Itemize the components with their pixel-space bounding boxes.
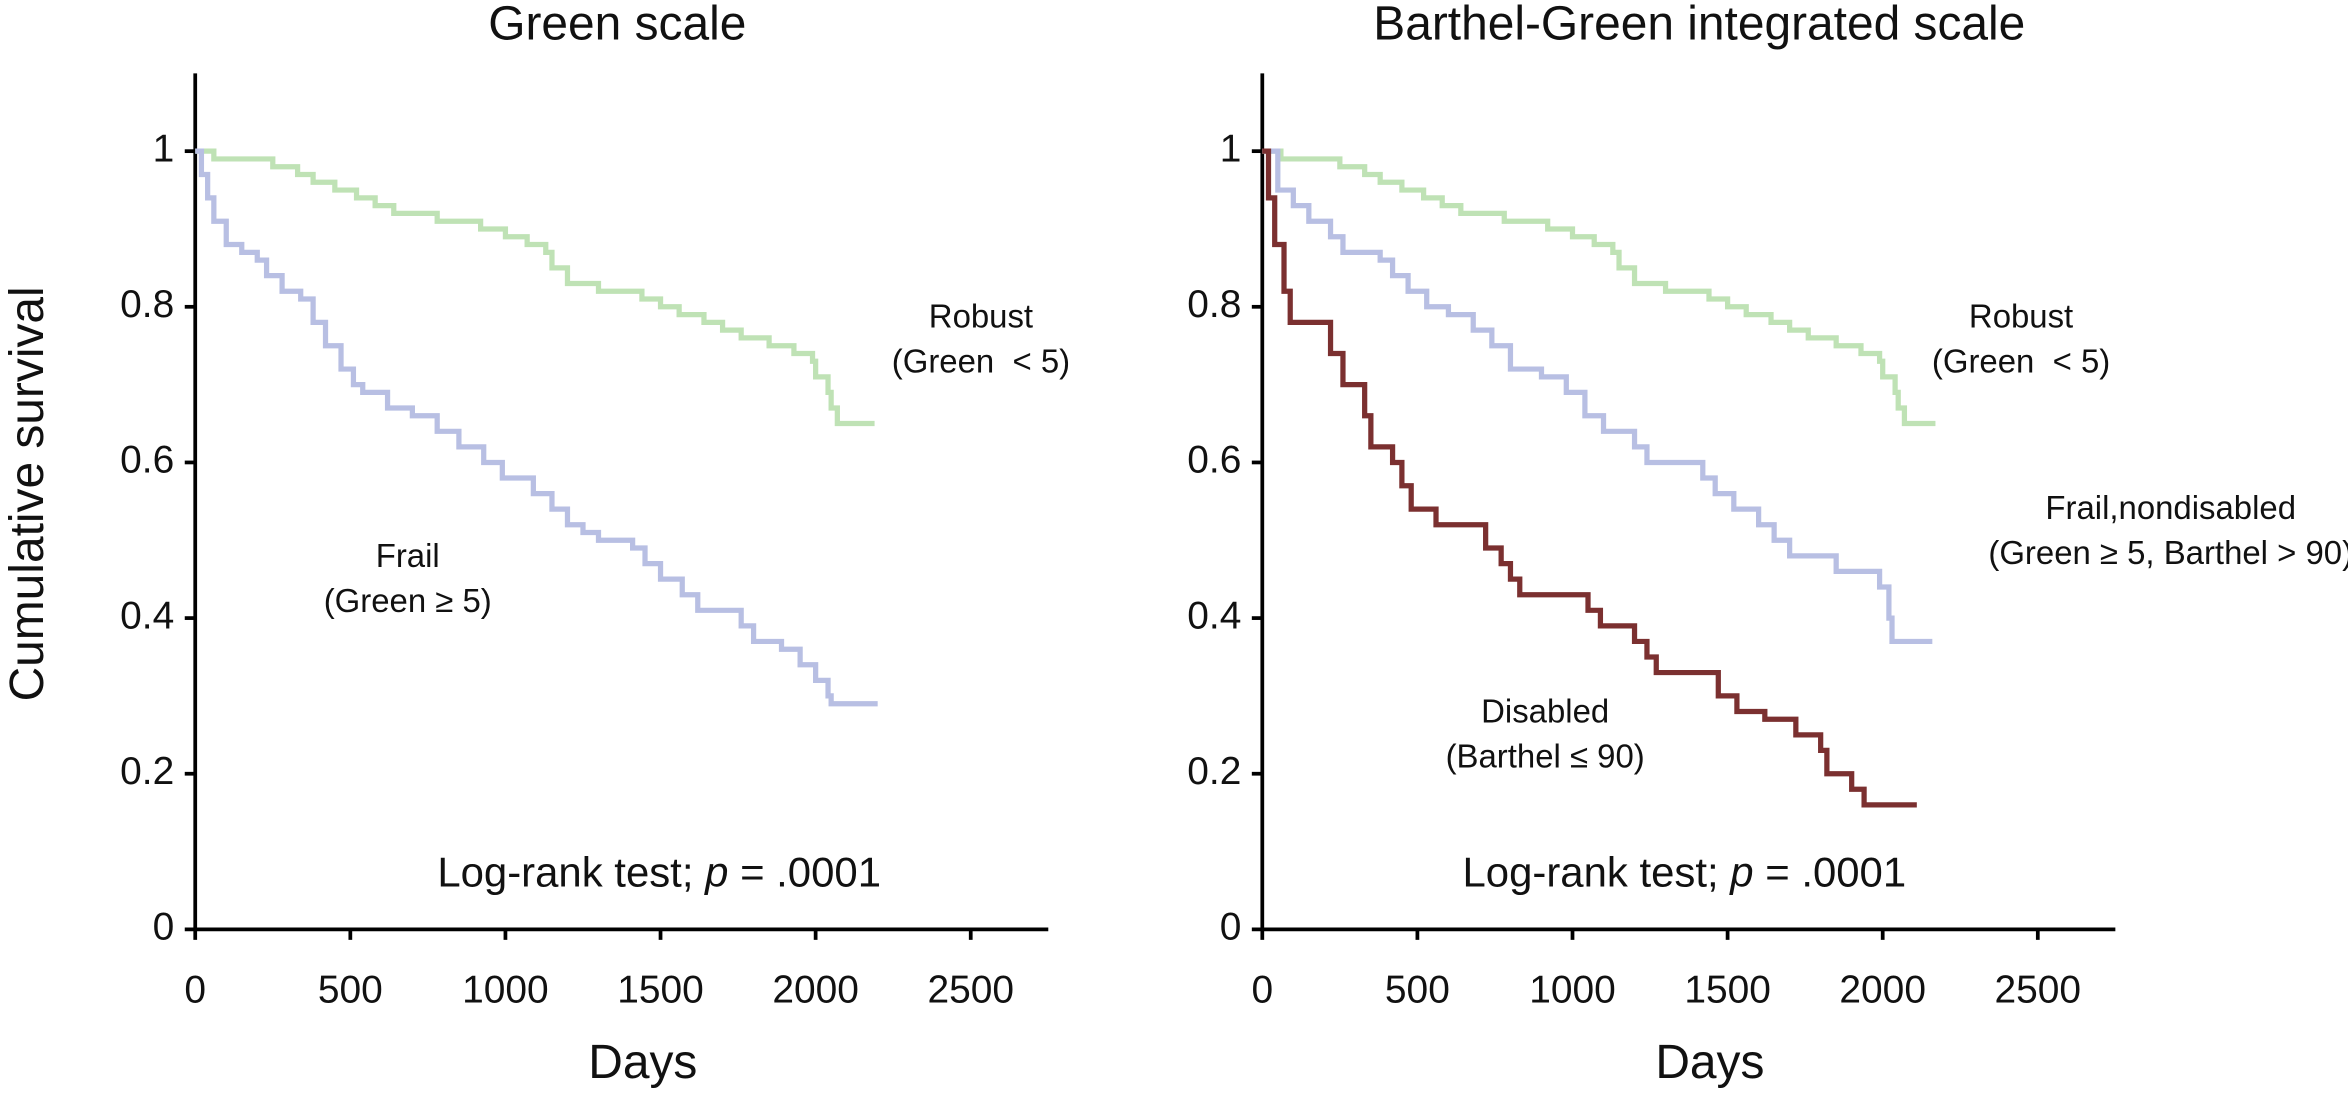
y-tick-label: 0.6 [120,439,174,482]
test-note-part: = .0001 [728,849,881,896]
x-axis-label: Days [1655,1036,1764,1089]
x-tick-label: 0 [1251,969,1273,1012]
test-note: Log-rank test; p = .0001 [437,849,881,896]
y-tick-label: 0.8 [120,283,174,326]
x-tick-label: 2000 [1839,969,1926,1012]
x-axis-label: Days [588,1036,697,1089]
series-sublabel: (Barthel ≤ 90) [1446,737,1645,774]
survival-curve [195,148,875,427]
series-label: Robust [929,297,1033,334]
x-tick-label: 0 [184,969,206,1012]
series-sublabel: (Green < 5) [1932,342,2110,379]
x-tick-label: 1500 [1684,969,1771,1012]
x-tick-label: 2000 [772,969,859,1012]
x-tick-label: 500 [318,969,383,1012]
y-axis-label: Cumulative survival [1,286,54,701]
x-tick-label: 2500 [927,969,1014,1012]
y-tick-label: 1 [1220,127,1242,170]
series-label: Frail,nondisabled [2045,489,2296,526]
survival-curve [1262,148,1936,427]
test-note-part: p [703,849,728,896]
series-label: Disabled [1481,693,1609,730]
series-sublabel: (Green ≥ 5, Barthel > 90) [1988,534,2348,571]
x-tick-label: 2500 [1995,969,2082,1012]
test-note-part: p [1728,849,1753,896]
test-note-part: Log-rank test; [437,849,705,896]
y-tick-label: 0 [153,906,175,949]
chart-title: Barthel-Green integrated scale [1373,0,2025,51]
y-tick-label: 0.2 [1187,750,1241,793]
x-tick-label: 1500 [617,969,704,1012]
y-tick-label: 0.4 [1187,594,1241,637]
series-sublabel: (Green < 5) [892,342,1070,379]
test-note: Log-rank test; p = .0001 [1463,849,1907,896]
series-sublabel: (Green ≥ 5) [324,582,492,619]
y-tick-label: 0 [1220,906,1242,949]
y-tick-label: 1 [153,127,175,170]
test-note-part: = .0001 [1754,849,1907,896]
y-tick-label: 0.8 [1187,283,1241,326]
series-label: Frail [376,537,440,574]
y-tick-label: 0.2 [120,750,174,793]
survival-curve [195,148,878,707]
survival-curve [1262,148,1933,645]
x-tick-label: 1000 [1529,969,1616,1012]
y-tick-label: 0.6 [1187,439,1241,482]
x-tick-label: 500 [1385,969,1450,1012]
y-tick-label: 0.4 [120,594,174,637]
test-note-part: Log-rank test; [1463,849,1731,896]
survival-curve [1262,148,1917,808]
x-tick-label: 1000 [462,969,549,1012]
chart-title: Green scale [488,0,746,51]
series-label: Robust [1969,297,2073,334]
